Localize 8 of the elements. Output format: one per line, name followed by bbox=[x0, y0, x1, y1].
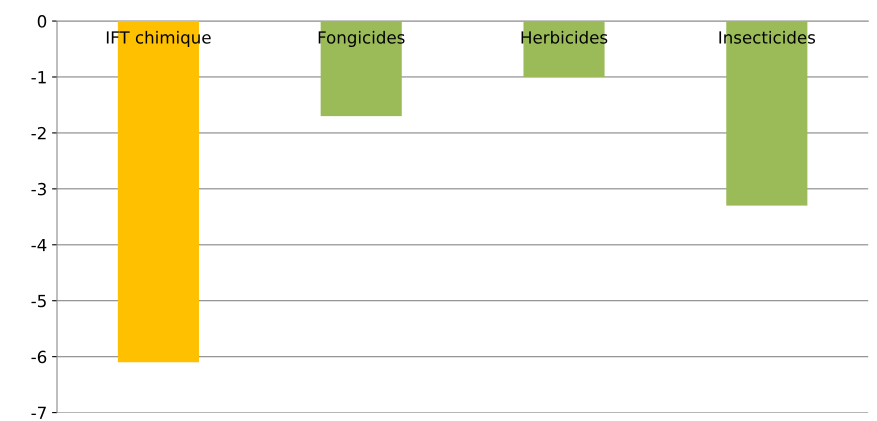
y-tick-label: -3 bbox=[31, 182, 46, 196]
y-tick-label: -5 bbox=[31, 294, 46, 308]
y-tick-label: -2 bbox=[31, 126, 46, 140]
y-tick-label: -6 bbox=[31, 350, 46, 364]
y-tick-label: -4 bbox=[31, 238, 46, 252]
y-tick-label: -1 bbox=[31, 71, 46, 84]
y-tick-label: 0 bbox=[38, 15, 46, 28]
y-tick-label: -7 bbox=[31, 406, 46, 419]
